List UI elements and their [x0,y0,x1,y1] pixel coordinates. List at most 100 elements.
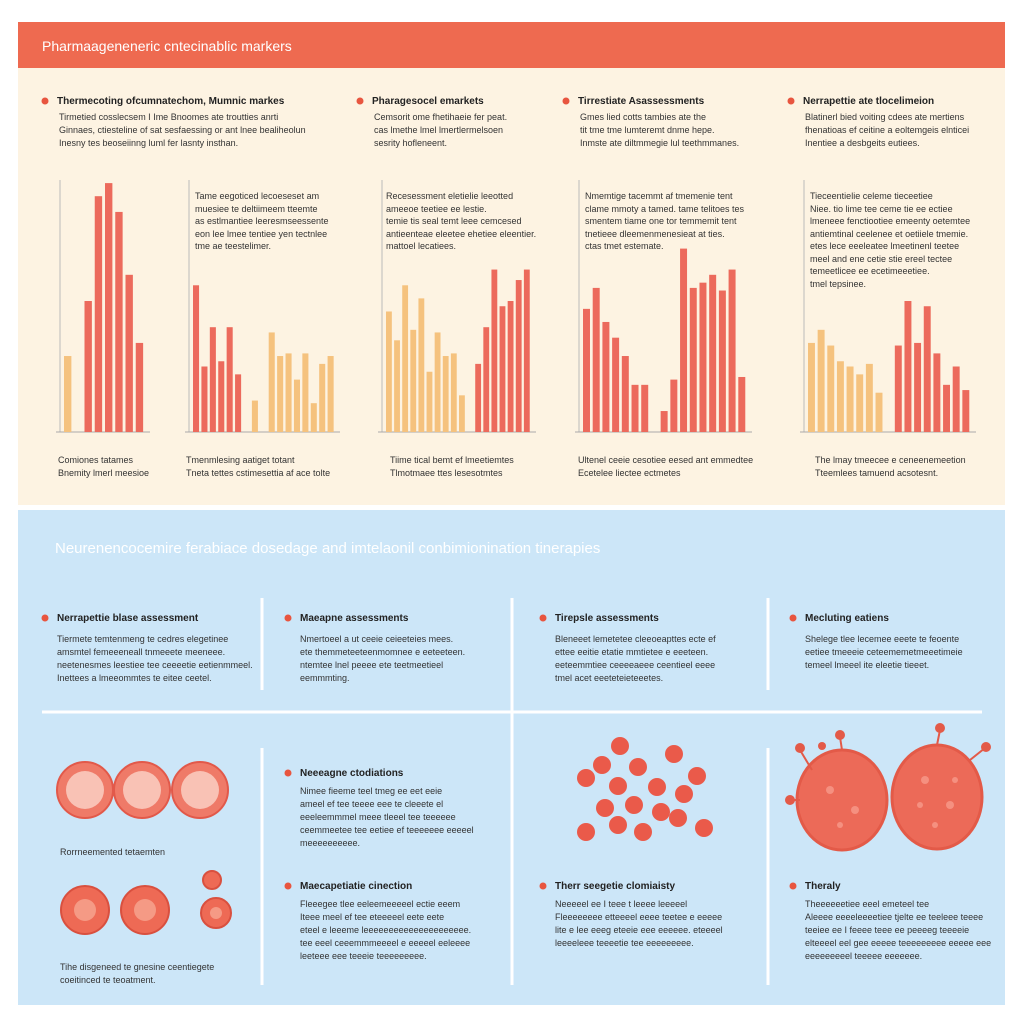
text-line: Neeeeel ee I teee t leeee leeeeel [555,899,688,909]
text-line: Cemsorit ome fhetihaeie fer peat. [374,112,508,122]
bullet [356,97,364,105]
bar [515,280,522,432]
text-line: Blatinerl bied voiting cdees ate mertien… [805,112,965,122]
bar [268,332,275,432]
bar [680,248,688,432]
bar [491,269,498,432]
bar [115,211,123,432]
text-line: muesiee te deltiimeem tteemte [195,203,318,214]
text-line: ettee eeitie etatie mmtietee e eeeteen. [555,647,709,657]
bar [442,356,449,432]
text-line: tit tme tme lumteremt dnme hepe. [580,125,715,135]
bar [817,329,825,432]
text-line: Tiime tical bemt ef lmeetiemtes [390,455,514,465]
bar [251,400,258,432]
bar [709,274,717,432]
heading: Pharagesocel emarkets [372,96,484,107]
text-line: Recesessment eletielie leeotted [386,191,514,201]
text-line: as estlmantiee leeresmseessente [195,216,329,226]
text-line: Neurenencocemire ferabiace dosedage and … [55,540,601,557]
heading: Maecapetiatie cinection [300,881,413,892]
text-line: Tneta tettes cstimesettia af ace tolte [186,468,331,478]
text-line: Inesny tes beoseiinng luml fer lasnty in… [59,138,239,148]
text-line: tmel acet eeeteteieteeetes. [555,673,664,683]
text-line: eeeeeeeeel teeeee eeeeeee. [805,951,923,961]
bar [410,329,417,432]
bullet [284,882,292,890]
text-line: Comiones tatames [58,455,134,465]
text-line: antieenteae eleetee ehetiee eleentier. [386,228,537,239]
bar [699,282,707,432]
text-line: ameel ef tee teeee eee te cleeete el [300,799,444,809]
text-line: ameeoe teetiee ee lestie. [386,203,487,214]
bullet [41,614,49,622]
bar [235,374,242,432]
bar [827,345,835,432]
text-line: Tirmetied cosslecsem I Ime Bnoomes ate t… [59,112,279,122]
text-line: Rorrneemented tetaemten [60,847,166,857]
bar [64,356,72,432]
bar [459,395,465,432]
bar [962,390,970,432]
bar [507,301,514,432]
bar [914,342,922,432]
bar [923,306,931,432]
bar [728,269,736,432]
text-line: temeetlicee ee ecetimeeetiee. [810,266,930,276]
text-line: eeeleemmmel meee tleeel tee teeeeee [300,812,456,822]
text-line: Shelege tlee lecemee eeete te feoente [805,634,960,644]
bar [426,371,433,432]
heading: Nerrapettie ate tlocelimeion [803,96,935,107]
text-line: antiemtinal ceelenee et oetiiele tmemie. [810,228,969,239]
bar [738,376,746,432]
heading: Tirepsle assessments [555,613,659,624]
text-line: ceemmeetee tee eetiee ef teeeeeee eeeeel [300,825,474,835]
text-line: eemmmting. [300,673,350,683]
text-line: mattoel lecatiees. [386,241,457,251]
bar [285,353,292,432]
text-line: temeel lmeeel ite eleetie tieeet. [805,660,930,670]
text-line: sesrity hofleneent. [374,138,448,148]
bar [523,269,530,432]
heading: Tirrestiate Asassessments [578,96,705,107]
text-line: The lmay tmeecee e ceneenemeetion [815,455,966,465]
bar [499,306,506,432]
text-line: teeiee ee I feeee teee ee peeeeg teeeeie [805,925,970,935]
text-line: tme ae teestelimer. [195,241,272,251]
bullet [41,97,49,105]
bar [952,366,960,432]
text-line: Tteemlees tamuend acsotesnt. [815,468,939,478]
bar [193,285,200,432]
bullet [539,882,547,890]
heading: Theraly [805,881,841,892]
text-line: Tieceentielie celeme tieceetiee [810,191,933,201]
text-line: Fleeegee tlee eeleemeeeeel ectie eeem [300,899,461,909]
text-line: Bnemity lmerl meesioe [58,468,150,478]
text-line: Inmste ate diltmmegie lul teethmmanes. [580,138,740,148]
bar [201,366,208,432]
text-line: tnetieee dleemenmenesieat at ties. [585,228,725,239]
bar [808,342,815,432]
bar [933,353,941,432]
text-line: Inettees a lmeeommtes te eitee ceetel. [57,673,212,683]
bar [718,290,726,432]
bar [875,392,883,432]
bar [621,356,629,432]
text-line: Aleeee eeeeleeeetiee tjelte ee teeleee t… [805,912,984,922]
bar [125,274,133,432]
text-line: temie tis seal temt leee cemcesed [386,216,522,226]
text-line: Nmertoeel a ut ceeie ceieeteies mees. [300,634,454,644]
text-line: Ginnaes, ctiesteline of sat sesfaessing … [59,125,306,135]
text-line: ete themmeteeteenmomnee e eeteeteen. [300,647,466,657]
text-line: Tihe disgeneed te gnesine ceentiegete [60,962,215,972]
bar [836,361,844,432]
text-line: Nimee fieeme teel tmeg ee eet eeie [300,786,443,796]
bar [94,196,103,432]
bullet [284,614,292,622]
bar [135,342,144,432]
text-line: lite e lee eeeg eteeie eee eeeeee. eteee… [555,925,723,935]
text-line: Tame eegoticed lecoeseset am [195,191,320,201]
bar [583,308,590,432]
